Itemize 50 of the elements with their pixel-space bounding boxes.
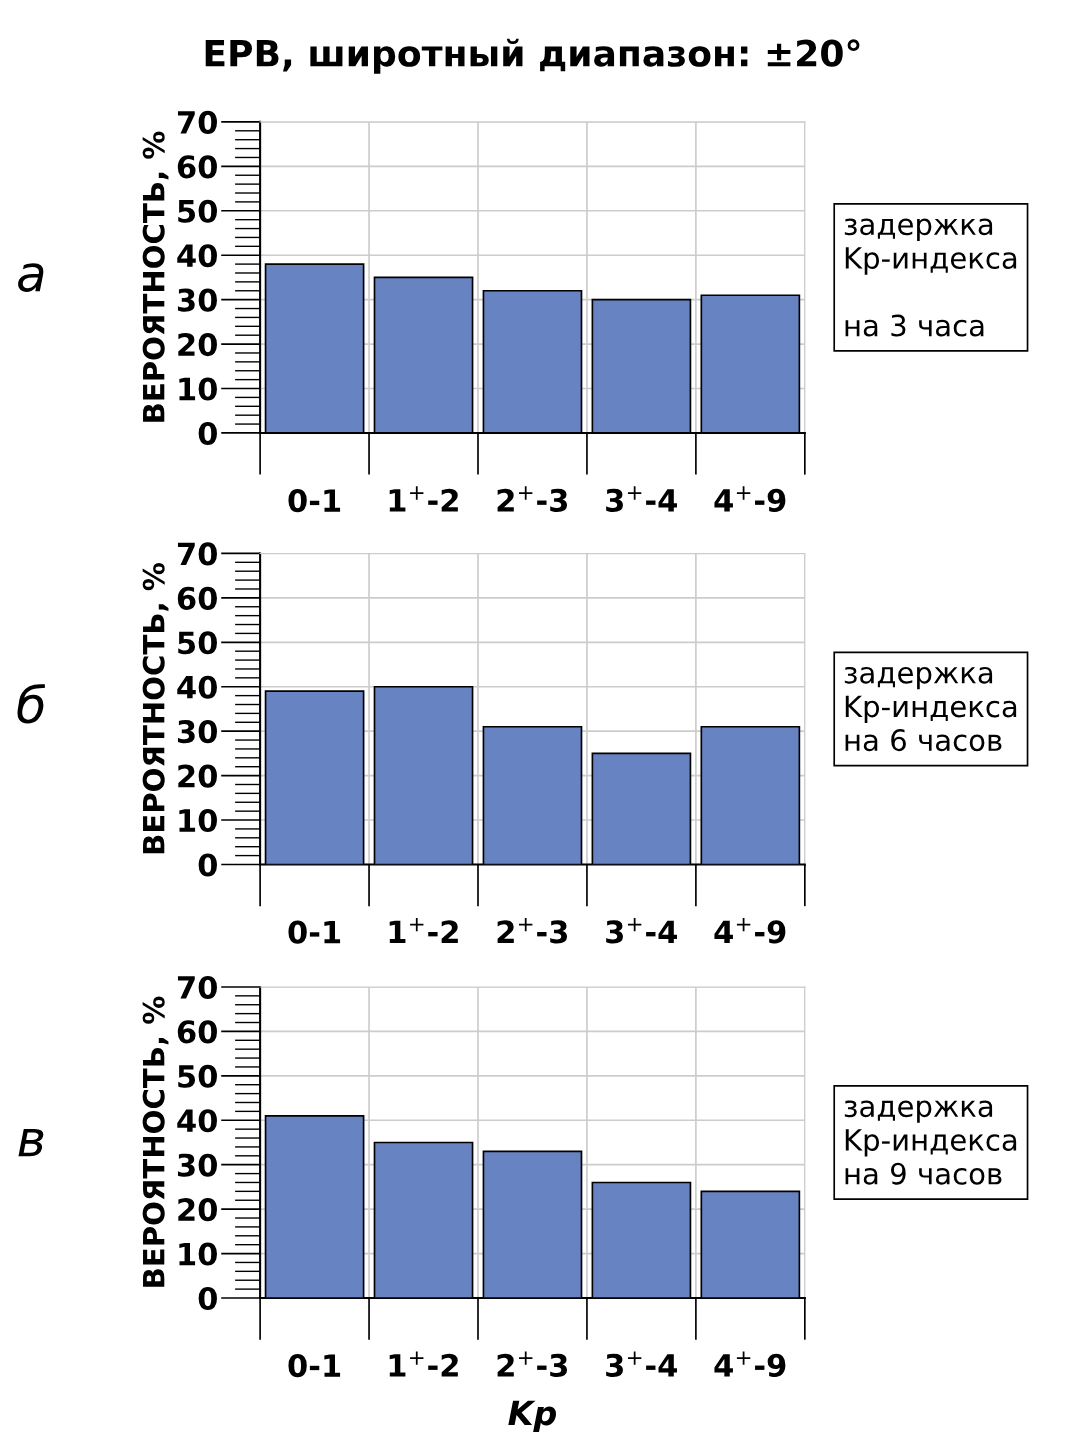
x-tick-label: 4$^{+}$-9 — [714, 486, 786, 512]
y-tick-label: 10 — [179, 377, 217, 401]
y-axis-title: ВЕРОЯТНОСТЬ, % — [142, 131, 169, 422]
y-tick-label: 10 — [179, 808, 217, 833]
y-tick-label: 70 — [177, 542, 217, 566]
chart-title: EPB, широтный диапазон: ±20° — [205, 38, 860, 74]
y-tick-label: 0 — [198, 853, 217, 877]
y-tick-label: 70 — [177, 975, 217, 1000]
text: б — [17, 683, 46, 724]
x-tick-label: 3$^{+}$-4 — [606, 917, 677, 944]
text: задержка Kp-индекса на 3 часа — [844, 218, 1017, 337]
y-tick-label: 20 — [178, 764, 217, 788]
x-tick-label: 0-1 — [288, 920, 341, 944]
x-tick-label: 0-1 — [288, 1354, 341, 1378]
y-tick-label: 50 — [178, 1064, 217, 1088]
x-tick-label: 1$^{+}$-2 — [389, 486, 458, 512]
y-tick-label: 50 — [178, 199, 217, 223]
x-tick-label: 2$^{+}$-3 — [497, 486, 568, 512]
x-tick-label: 1$^{+}$-2 — [389, 1351, 458, 1377]
y-tick-label: 10 — [179, 1242, 217, 1266]
text: задержка Kp-индекса на 9 часов — [844, 1100, 1017, 1185]
y-tick-label: 50 — [178, 631, 217, 655]
x-tick-label: 4$^{+}$-9 — [714, 917, 786, 944]
y-tick-label: 40 — [177, 1109, 217, 1133]
x-tick-label: 2$^{+}$-3 — [497, 1351, 568, 1377]
x-axis-title: Kp — [508, 1400, 557, 1433]
y-tick-label: 30 — [177, 288, 217, 312]
y-tick-label: 30 — [177, 720, 217, 744]
x-tick-label: 0-1 — [288, 489, 341, 513]
y-tick-label: 20 — [178, 333, 217, 357]
x-tick-label: 1$^{+}$-2 — [389, 917, 458, 943]
y-tick-label: 60 — [177, 586, 217, 610]
y-tick-label: 30 — [177, 1153, 217, 1177]
x-tick-label: 4$^{+}$-9 — [714, 1351, 786, 1377]
y-tick-label: 60 — [177, 155, 217, 179]
y-tick-label: 0 — [198, 1286, 217, 1311]
x-tick-label: 3$^{+}$-4 — [606, 486, 677, 512]
y-axis-title: ВЕРОЯТНОСТЬ, % — [142, 562, 169, 854]
y-tick-label: 70 — [177, 110, 217, 134]
y-axis-title: ВЕРОЯТНОСТЬ, % — [142, 996, 169, 1287]
text: задержка Kp-индекса на 6 часов — [844, 666, 1017, 752]
y-tick-label: 20 — [178, 1198, 217, 1222]
text: в — [18, 1128, 44, 1157]
x-tick-label: 3$^{+}$-4 — [606, 1351, 677, 1377]
y-tick-label: 40 — [177, 244, 217, 268]
y-tick-label: 60 — [177, 1020, 217, 1044]
y-tick-label: 40 — [177, 675, 217, 699]
y-tick-label: 0 — [198, 421, 217, 445]
x-tick-label: 2$^{+}$-3 — [497, 917, 568, 944]
text: а — [18, 263, 44, 292]
